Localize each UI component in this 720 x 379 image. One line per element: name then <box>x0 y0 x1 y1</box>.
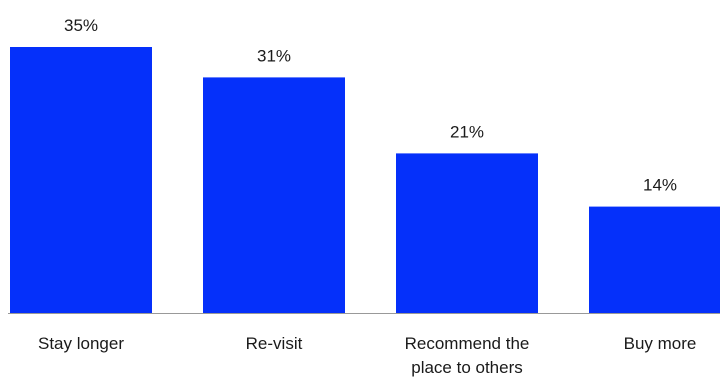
bar-3 <box>589 206 720 313</box>
category-label-2-line-0: Recommend the <box>405 334 530 353</box>
value-label-3: 14% <box>643 176 677 195</box>
bar-1 <box>203 77 345 314</box>
category-label-0: Stay longer <box>38 334 124 353</box>
bars-group <box>10 47 720 314</box>
value-label-0: 35% <box>64 16 98 35</box>
category-label-2-line-1: place to others <box>411 358 523 377</box>
bar-0 <box>10 47 152 313</box>
category-labels-group: Stay longer Re-visit Recommend the place to… <box>38 334 696 377</box>
category-label-3: Buy more <box>624 334 697 353</box>
value-labels-group: 35% 31% 21% 14% <box>64 16 677 195</box>
value-label-1: 31% <box>257 46 291 65</box>
bar-2 <box>396 153 538 313</box>
category-label-1: Re-visit <box>246 334 303 353</box>
value-label-2: 21% <box>450 122 484 141</box>
